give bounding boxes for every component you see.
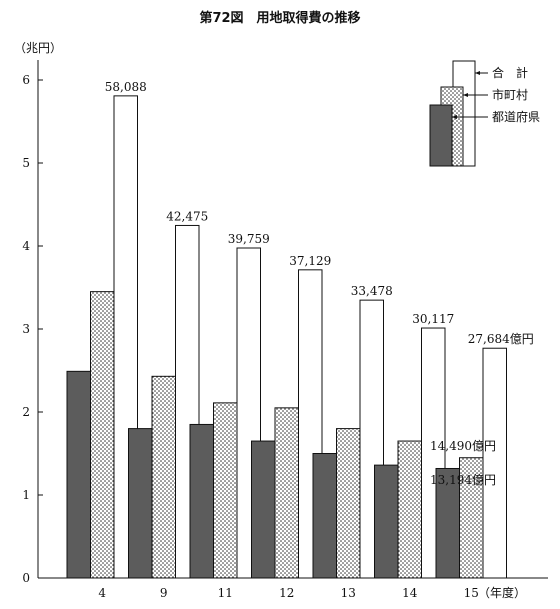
legend-label-total: 合 計 [492,65,528,80]
y-axis-label: （兆円） [14,41,62,55]
legend-arrow-prefecture [452,115,457,119]
bar-prefecture-4 [66,370,91,579]
bar-prefecture-9 [128,428,153,579]
bar-municipal-4 [90,291,115,579]
total-value-label: 42,475 [166,209,208,223]
legend-swatch-prefecture [429,104,453,167]
y-tick-label: 5 [22,156,30,170]
legend-label-prefecture: 都道府県 [492,109,540,124]
value-labels: 58,088 42,475 39,759 37,129 33,478 30,117 27,6… [105,80,534,500]
total-value-label: 39,759 [228,232,270,246]
bar-municipal-9 [151,375,176,579]
y-tick-label: 4 [22,239,30,253]
bar-prefecture-12 [251,440,276,579]
x-tick-label: 11 [218,586,233,600]
bar-prefecture-13 [312,453,337,579]
legend-arrow-municipal [463,93,468,97]
y-tick-label: 0 [22,571,30,585]
bar-municipal-11 [213,402,238,579]
bar-municipal-13 [336,428,361,579]
legend-label-municipal: 市町村 [492,87,528,102]
total-value-label: 27,684億円 [468,332,534,346]
legend-arrow-total [475,71,480,75]
y-tick-label: 6 [22,73,30,87]
total-value-label: 37,129 [289,254,331,268]
bars [66,95,507,579]
bar-prefecture-15 [435,467,460,579]
municipal-last-label: 14,490億円 [430,439,496,453]
y-axis-ticks: 0 1 2 3 4 5 6 [22,73,43,585]
total-value-label: 58,088 [105,80,147,94]
bar-total-15 [482,347,507,579]
x-tick-label: 15 [464,586,479,600]
x-tick-label: 9 [160,586,168,600]
bar-municipal-14 [397,440,422,579]
x-axis-tick-labels: 4 9 11 12 13 14 15 [98,586,478,600]
legend: 合 計 市町村 都道府県 [429,60,540,167]
bar-municipal-12 [274,407,299,579]
y-tick-label: 2 [22,405,30,419]
y-tick-label: 1 [22,488,30,502]
x-tick-label: 14 [402,586,418,600]
chart-title: 第72図 用地取得費の推移 [199,10,360,26]
x-axis-label: （年度） [478,585,526,600]
prefecture-last-label: 13,194億円 [430,473,496,487]
y-tick-label: 3 [22,322,30,336]
x-tick-label: 4 [98,586,106,600]
bar-prefecture-11 [189,423,214,579]
total-value-label: 33,478 [351,284,393,298]
bar-prefecture-14 [374,464,399,579]
x-tick-label: 13 [341,586,356,600]
total-value-label: 30,117 [412,312,454,326]
x-tick-label: 12 [279,586,294,600]
